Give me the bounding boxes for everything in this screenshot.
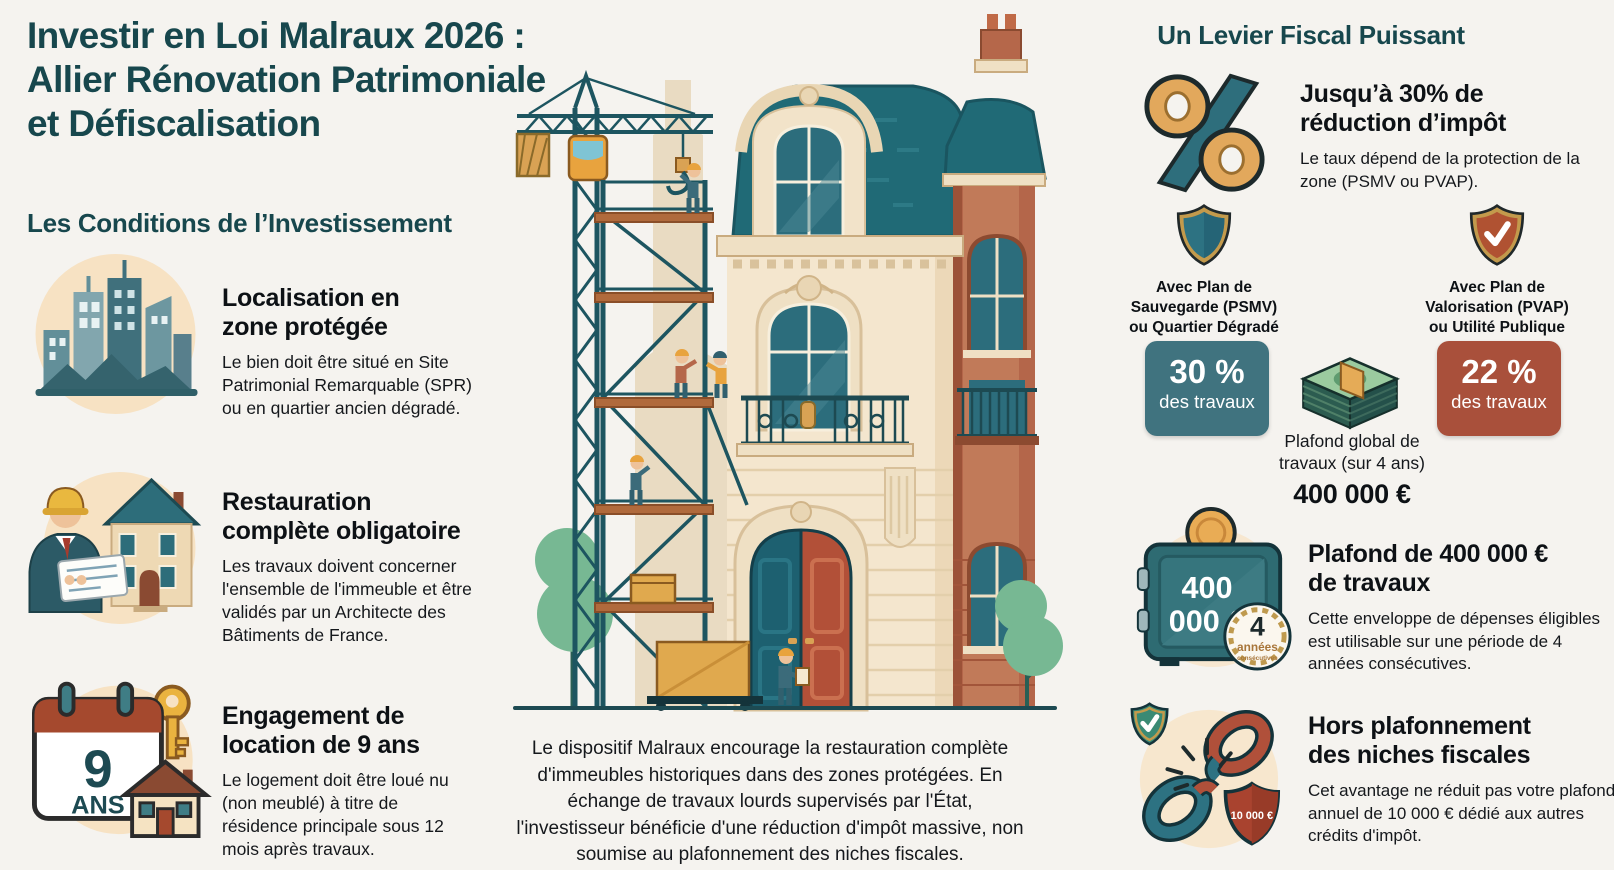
safe-icon: 400 000 € 4 années consécutives bbox=[1126, 503, 1294, 671]
condition-item-localisation: Localisation en zone protégée Le bien do… bbox=[20, 250, 498, 420]
global-cap-amount: 400 000 € bbox=[1293, 479, 1411, 509]
shield-check-icon bbox=[1469, 204, 1525, 266]
worker bbox=[674, 349, 698, 398]
pvap-label: Avec Plan de Valorisation (PVAP) ou Util… bbox=[1425, 279, 1569, 336]
condition-title: Engagement de location de 9 ans bbox=[222, 702, 420, 759]
percent-icon bbox=[1140, 72, 1268, 194]
illustration-caption: Le dispositif Malraux encourage la resta… bbox=[516, 738, 1024, 865]
calendar-9-ans-icon: 9 ANS bbox=[20, 670, 212, 838]
rate-box-22: 22 % des travaux bbox=[1437, 341, 1561, 436]
badge-number: 4 bbox=[1250, 611, 1265, 641]
scaffolding bbox=[594, 180, 749, 708]
shield-psmv-icon bbox=[1176, 204, 1232, 266]
conditions-heading: Les Conditions de l’Investissement bbox=[27, 208, 452, 238]
condition-body: Le logement doit être loué nu (non meubl… bbox=[222, 770, 449, 859]
calendar-number: 9 bbox=[83, 740, 112, 799]
rate-value: 30 % bbox=[1169, 353, 1245, 390]
rate-label: des travaux bbox=[1451, 391, 1547, 412]
architect-icon bbox=[20, 460, 212, 628]
building-illustration bbox=[495, 0, 1075, 715]
psmv-block: Avec Plan de Sauvegarde (PSMV) ou Quarti… bbox=[1111, 203, 1297, 338]
tree-icon bbox=[995, 580, 1063, 708]
page-title-line: et Défiscalisation bbox=[27, 103, 321, 144]
niches-title: Hors plafonnement des niches fiscales bbox=[1308, 712, 1531, 769]
condition-body: Le bien doit être situé en Site Patrimon… bbox=[222, 352, 472, 418]
limit-shield-amount: 10 000 € bbox=[1231, 810, 1273, 822]
city-skyline-icon bbox=[20, 250, 212, 418]
condition-item-engagement: 9 ANS Engagement de location de 9 ans Le… bbox=[20, 670, 498, 861]
badge-sub: consécutives bbox=[1237, 655, 1278, 662]
page-title-line: Investir en Loi Malraux 2026 : bbox=[27, 15, 526, 56]
global-cap-label: Plafond global de travaux (sur 4 ans) bbox=[1279, 431, 1425, 473]
niches-block: Hors plafonnement des niches fiscales Ce… bbox=[1308, 712, 1614, 848]
worker bbox=[679, 163, 701, 213]
cap-block: Plafond de 400 000 € de travaux Cette en… bbox=[1308, 540, 1604, 676]
condition-title: Localisation en zone protégée bbox=[222, 284, 400, 341]
house-icon bbox=[118, 759, 212, 838]
rate-value: 22 % bbox=[1461, 353, 1537, 390]
worker bbox=[629, 455, 651, 505]
reduction-title: Jusqu’à 30% de réduction d’impôt bbox=[1300, 80, 1506, 137]
safe-amount-line1: 400 bbox=[1181, 571, 1232, 605]
broken-chain-icon: 10 000 € bbox=[1122, 698, 1290, 856]
calendar-unit: ANS bbox=[71, 792, 125, 820]
niches-body: Cet avantage ne réduit pas votre plafond… bbox=[1308, 781, 1614, 845]
check-shield-icon bbox=[1130, 702, 1169, 746]
page-title-line: Allier Rénovation Patrimoniale bbox=[27, 59, 546, 100]
worker bbox=[778, 648, 810, 705]
rate-box-30: 30 % des travaux bbox=[1145, 341, 1269, 436]
page-title: Investir en Loi Malraux 2026 : Allier Ré… bbox=[27, 14, 546, 146]
rate-label: des travaux bbox=[1159, 391, 1255, 412]
pvap-block: Avec Plan de Valorisation (PVAP) ou Util… bbox=[1404, 203, 1590, 338]
reduction-block: Jusqu’à 30% de réduction d’impôt Le taux… bbox=[1300, 80, 1596, 193]
fiscal-heading: Un Levier Fiscal Puissant bbox=[1157, 20, 1465, 50]
cap-body: Cette enveloppe de dépenses éligibles es… bbox=[1308, 609, 1601, 673]
cap-title: Plafond de 400 000 € de travaux bbox=[1308, 540, 1548, 597]
condition-item-restauration: Restauration complète obligatoire Les tr… bbox=[20, 460, 498, 647]
global-cap-block: Plafond global de travaux (sur 4 ans) 40… bbox=[1247, 430, 1457, 510]
badge-unit: années bbox=[1237, 640, 1278, 654]
worker bbox=[705, 351, 728, 398]
clock-badge: 4 années consécutives bbox=[1223, 602, 1292, 671]
condition-title: Restauration complète obligatoire bbox=[222, 488, 461, 545]
psmv-label: Avec Plan de Sauvegarde (PSMV) ou Quarti… bbox=[1129, 279, 1279, 336]
reduction-body: Le taux dépend de la protection de la zo… bbox=[1300, 149, 1580, 191]
limit-shield-icon: 10 000 € bbox=[1223, 781, 1281, 846]
money-stack-icon bbox=[1293, 336, 1407, 430]
key-icon bbox=[153, 684, 191, 760]
condition-body: Les travaux doivent concerner l'ensemble… bbox=[222, 556, 472, 645]
